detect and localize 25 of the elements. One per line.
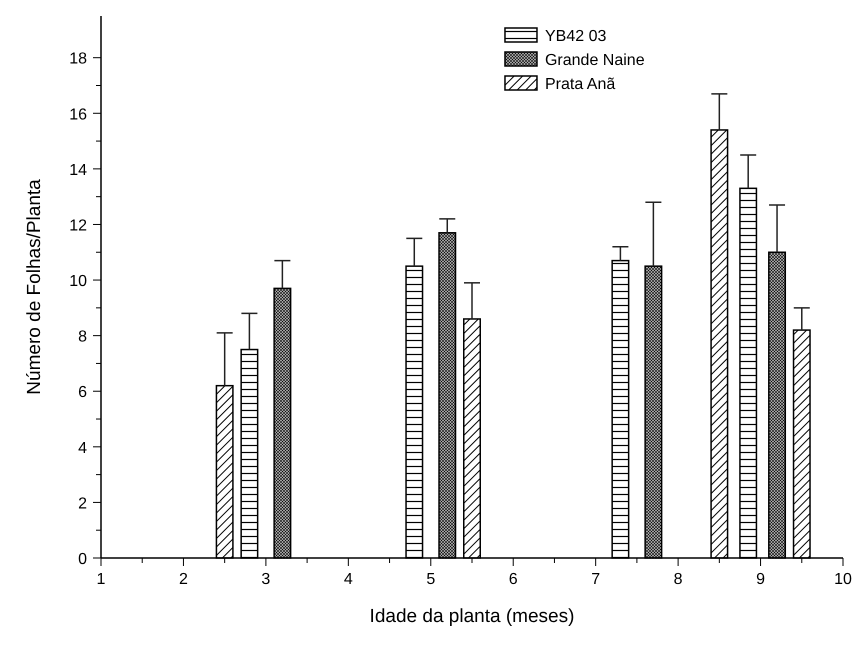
x-tick-label: 2 (178, 571, 188, 588)
y-tick-label: 16 (69, 106, 88, 124)
legend-label: YB42 03 (544, 28, 606, 45)
x-tick-label: 5 (426, 571, 436, 588)
x-tick-label: 10 (834, 571, 852, 588)
y-tick-label: 10 (69, 273, 88, 290)
y-tick-label: 12 (69, 217, 88, 234)
y-tick-label: 6 (78, 384, 88, 402)
y-tick-label: 18 (69, 50, 88, 68)
y-tick-label: 2 (78, 495, 88, 512)
x-tick-label: 1 (96, 571, 106, 588)
x-tick-label: 9 (756, 571, 766, 588)
y-tick-label: 14 (69, 162, 88, 179)
legend-label: Grande Naine (544, 52, 645, 69)
y-axis-title: Número de Folhas/Planta (24, 178, 45, 395)
x-tick-label: 6 (508, 571, 518, 588)
y-tick-label: 4 (78, 440, 88, 457)
y-tick-label: 0 (78, 551, 88, 568)
x-axis-title: Idade da planta (meses) (370, 606, 574, 627)
x-tick-label: 4 (344, 571, 353, 588)
x-tick-label: 3 (261, 571, 270, 588)
x-tick-label: 7 (591, 571, 600, 588)
y-tick-label: 8 (78, 328, 88, 346)
legend-label: Prata Anã (544, 76, 616, 93)
x-tick-label: 8 (674, 571, 683, 588)
